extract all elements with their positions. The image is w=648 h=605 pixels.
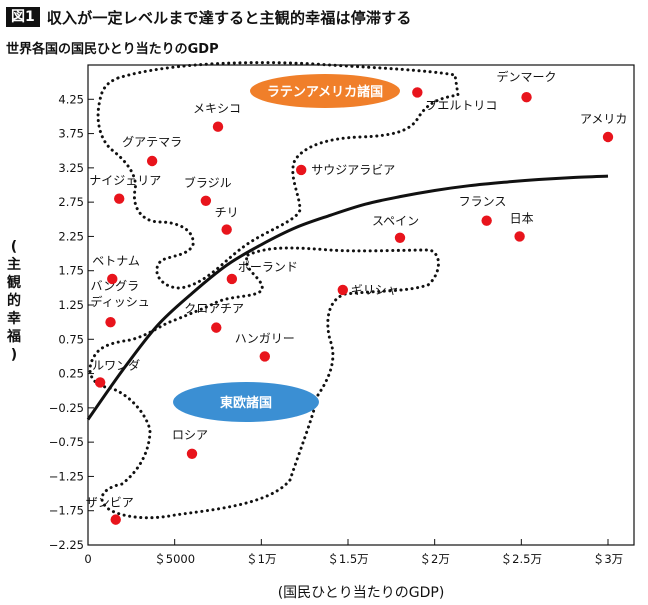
point-label-10: 日本 [510,211,534,225]
data-point-7 [200,195,212,206]
data-point-16 [211,322,222,333]
east-europe-badge-label: 東欧諸国 [220,395,272,411]
data-point-0 [521,92,532,103]
latam-badge-shape [250,74,400,108]
data-point-20 [110,514,121,525]
data-point-1 [412,87,423,98]
y-tick-label-10: −0.75 [49,435,84,449]
data-point-10 [514,231,525,242]
east-europe-group-badge: 東欧諸国 [173,382,319,422]
chart-subtitle: 世界各国の国民ひとり当たりのGDP [6,42,219,57]
y-tick-label-1: 3.75 [58,127,84,141]
point-label-18: ルワンダ [92,357,140,372]
y-tick-label-0: 4.25 [58,92,84,106]
east-europe-region-outline [88,246,440,520]
point-label-2: アメリカ [580,112,627,126]
x-tick-label-6: ＄3万 [593,552,623,566]
figure-number-badge: 図1 [6,7,40,27]
data-point-14 [337,284,348,296]
east-europe-badge-shape [173,382,319,422]
x-tick-label-2: ＄1万 [246,552,276,566]
x-tick-label-4: ＄2万 [420,552,450,566]
point-label-13: ポーランド [238,260,298,274]
y-tick-label-11: −1.25 [49,469,84,483]
y-axis-ticks: 4.25 3.75 3.25 2.75 2.25 1.75 1.25 0.75 0.25 −0.2… [49,92,94,552]
x-tick-label-5: ＄2.5万 [501,552,542,566]
data-point-13 [226,273,238,285]
y-tick-label-9: −0.25 [49,401,84,415]
point-label-8: チリ [215,206,239,220]
x-axis-ticks: 0 ＄5000 ＄1万 ＄1.5万 ＄2万 ＄2.5万 ＄3万 [84,539,623,566]
y-tick-label-8: 0.25 [58,367,84,381]
data-point-6 [114,193,125,204]
figure-title: 収入が一定レベルまで達すると主観的幸福は停滞する [46,8,412,27]
latam-group-badge: ラテンアメリカ諸国 [250,74,400,108]
point-label-20: ザンビア [86,496,134,510]
point-label-12: ベトナム [92,254,140,268]
point-label-5: サウジアラビア [311,163,395,177]
y-tick-label-2: 3.25 [58,161,84,175]
y-tick-label-3: 2.75 [58,195,84,209]
data-point-11 [394,232,406,243]
data-point-19 [186,448,198,459]
latam-region-outline [96,61,460,290]
point-label-1: プエルトリコ [425,98,497,112]
point-label-17: ハンガリー [235,331,295,345]
point-label-11: スペイン [372,214,419,228]
x-tick-label-0: 0 [84,552,91,566]
y-tick-label-4: 2.25 [58,229,84,243]
point-label-6: ナイジェリア [89,174,161,188]
data-point-18 [94,377,106,388]
figure-header: 図1 収入が一定レベルまで達すると主観的幸福は停滞する [6,6,412,28]
y-tick-label-6: 1.25 [58,298,84,312]
point-label-4: グアテマラ [122,135,182,149]
y-axis-label: (主観的幸福) [6,239,21,363]
point-label-16: クロアチア [184,302,244,316]
data-point-9 [481,215,492,226]
point-label-0: デンマーク [497,69,557,84]
data-point-4 [146,155,158,167]
point-label-14: ギリシャ [351,283,399,297]
data-point-12 [107,273,118,285]
y-tick-label-5: 1.75 [58,264,84,278]
x-tick-label-1: ＄5000 [154,552,195,566]
data-point-5 [296,164,307,176]
data-point-2 [602,131,614,143]
trend-curve [86,174,609,421]
data-point-17 [259,351,270,362]
point-label-9: フランス [459,195,507,209]
point-label-3: メキシコ [193,102,241,116]
point-label-19: ロシア [172,428,208,442]
data-point-15 [105,316,116,328]
point-label-15: バングラディッシュ [91,279,150,309]
x-axis-label: (国民ひとり当たりのGDP) [278,585,445,601]
latam-badge-label: ラテンアメリカ諸国 [267,84,383,100]
data-point-3 [212,121,224,132]
point-label-7: ブラジル [184,175,232,190]
data-point-8 [221,224,232,235]
y-tick-label-7: 0.75 [58,332,84,346]
x-tick-label-3: ＄1.5万 [327,552,368,566]
data-points [94,87,614,525]
y-tick-label-13: −2.25 [49,538,84,552]
y-tick-label-12: −1.75 [49,504,84,518]
